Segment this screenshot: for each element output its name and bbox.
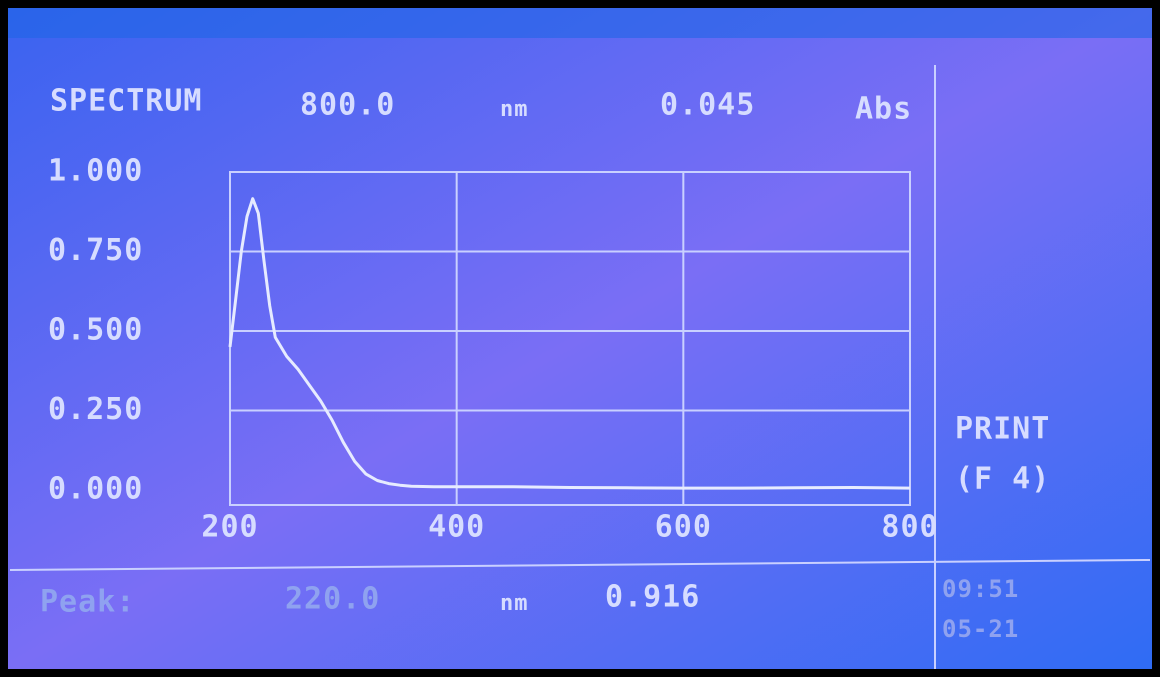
x-tick-label: 200 bbox=[201, 510, 258, 545]
print-label: PRINT bbox=[955, 412, 1050, 447]
wavelength: 800.0 bbox=[300, 88, 395, 123]
y-tick-label: 0.750 bbox=[48, 233, 143, 268]
x-tick-label: 400 bbox=[428, 510, 485, 545]
unit: nm bbox=[500, 591, 529, 616]
y-tick-label: 0.250 bbox=[48, 392, 143, 427]
unit: Abs bbox=[855, 92, 912, 127]
time: 09:51 bbox=[942, 575, 1019, 603]
top-bezel bbox=[8, 8, 1152, 38]
peak-absorbance: 0.916 bbox=[605, 580, 700, 615]
screen: SPECTRUM 800.0 nm 0.045 Abs PRINT (F 4) … bbox=[0, 0, 1160, 677]
mode-label: SPECTRUM bbox=[50, 84, 203, 119]
y-tick-label: 0.000 bbox=[48, 472, 143, 507]
unit: nm bbox=[500, 97, 529, 122]
y-tick-label: 0.500 bbox=[48, 313, 143, 348]
date: 05-21 bbox=[942, 615, 1019, 643]
absorbance: 0.045 bbox=[660, 88, 755, 123]
peak-wavelength: 220.0 bbox=[285, 582, 380, 617]
x-tick-label: 600 bbox=[655, 510, 712, 545]
key-label: (F 4) bbox=[955, 462, 1050, 497]
x-tick-label: 800 bbox=[881, 510, 938, 545]
y-tick-label: 1.000 bbox=[48, 154, 143, 189]
peak-label: Peak: bbox=[40, 585, 135, 620]
